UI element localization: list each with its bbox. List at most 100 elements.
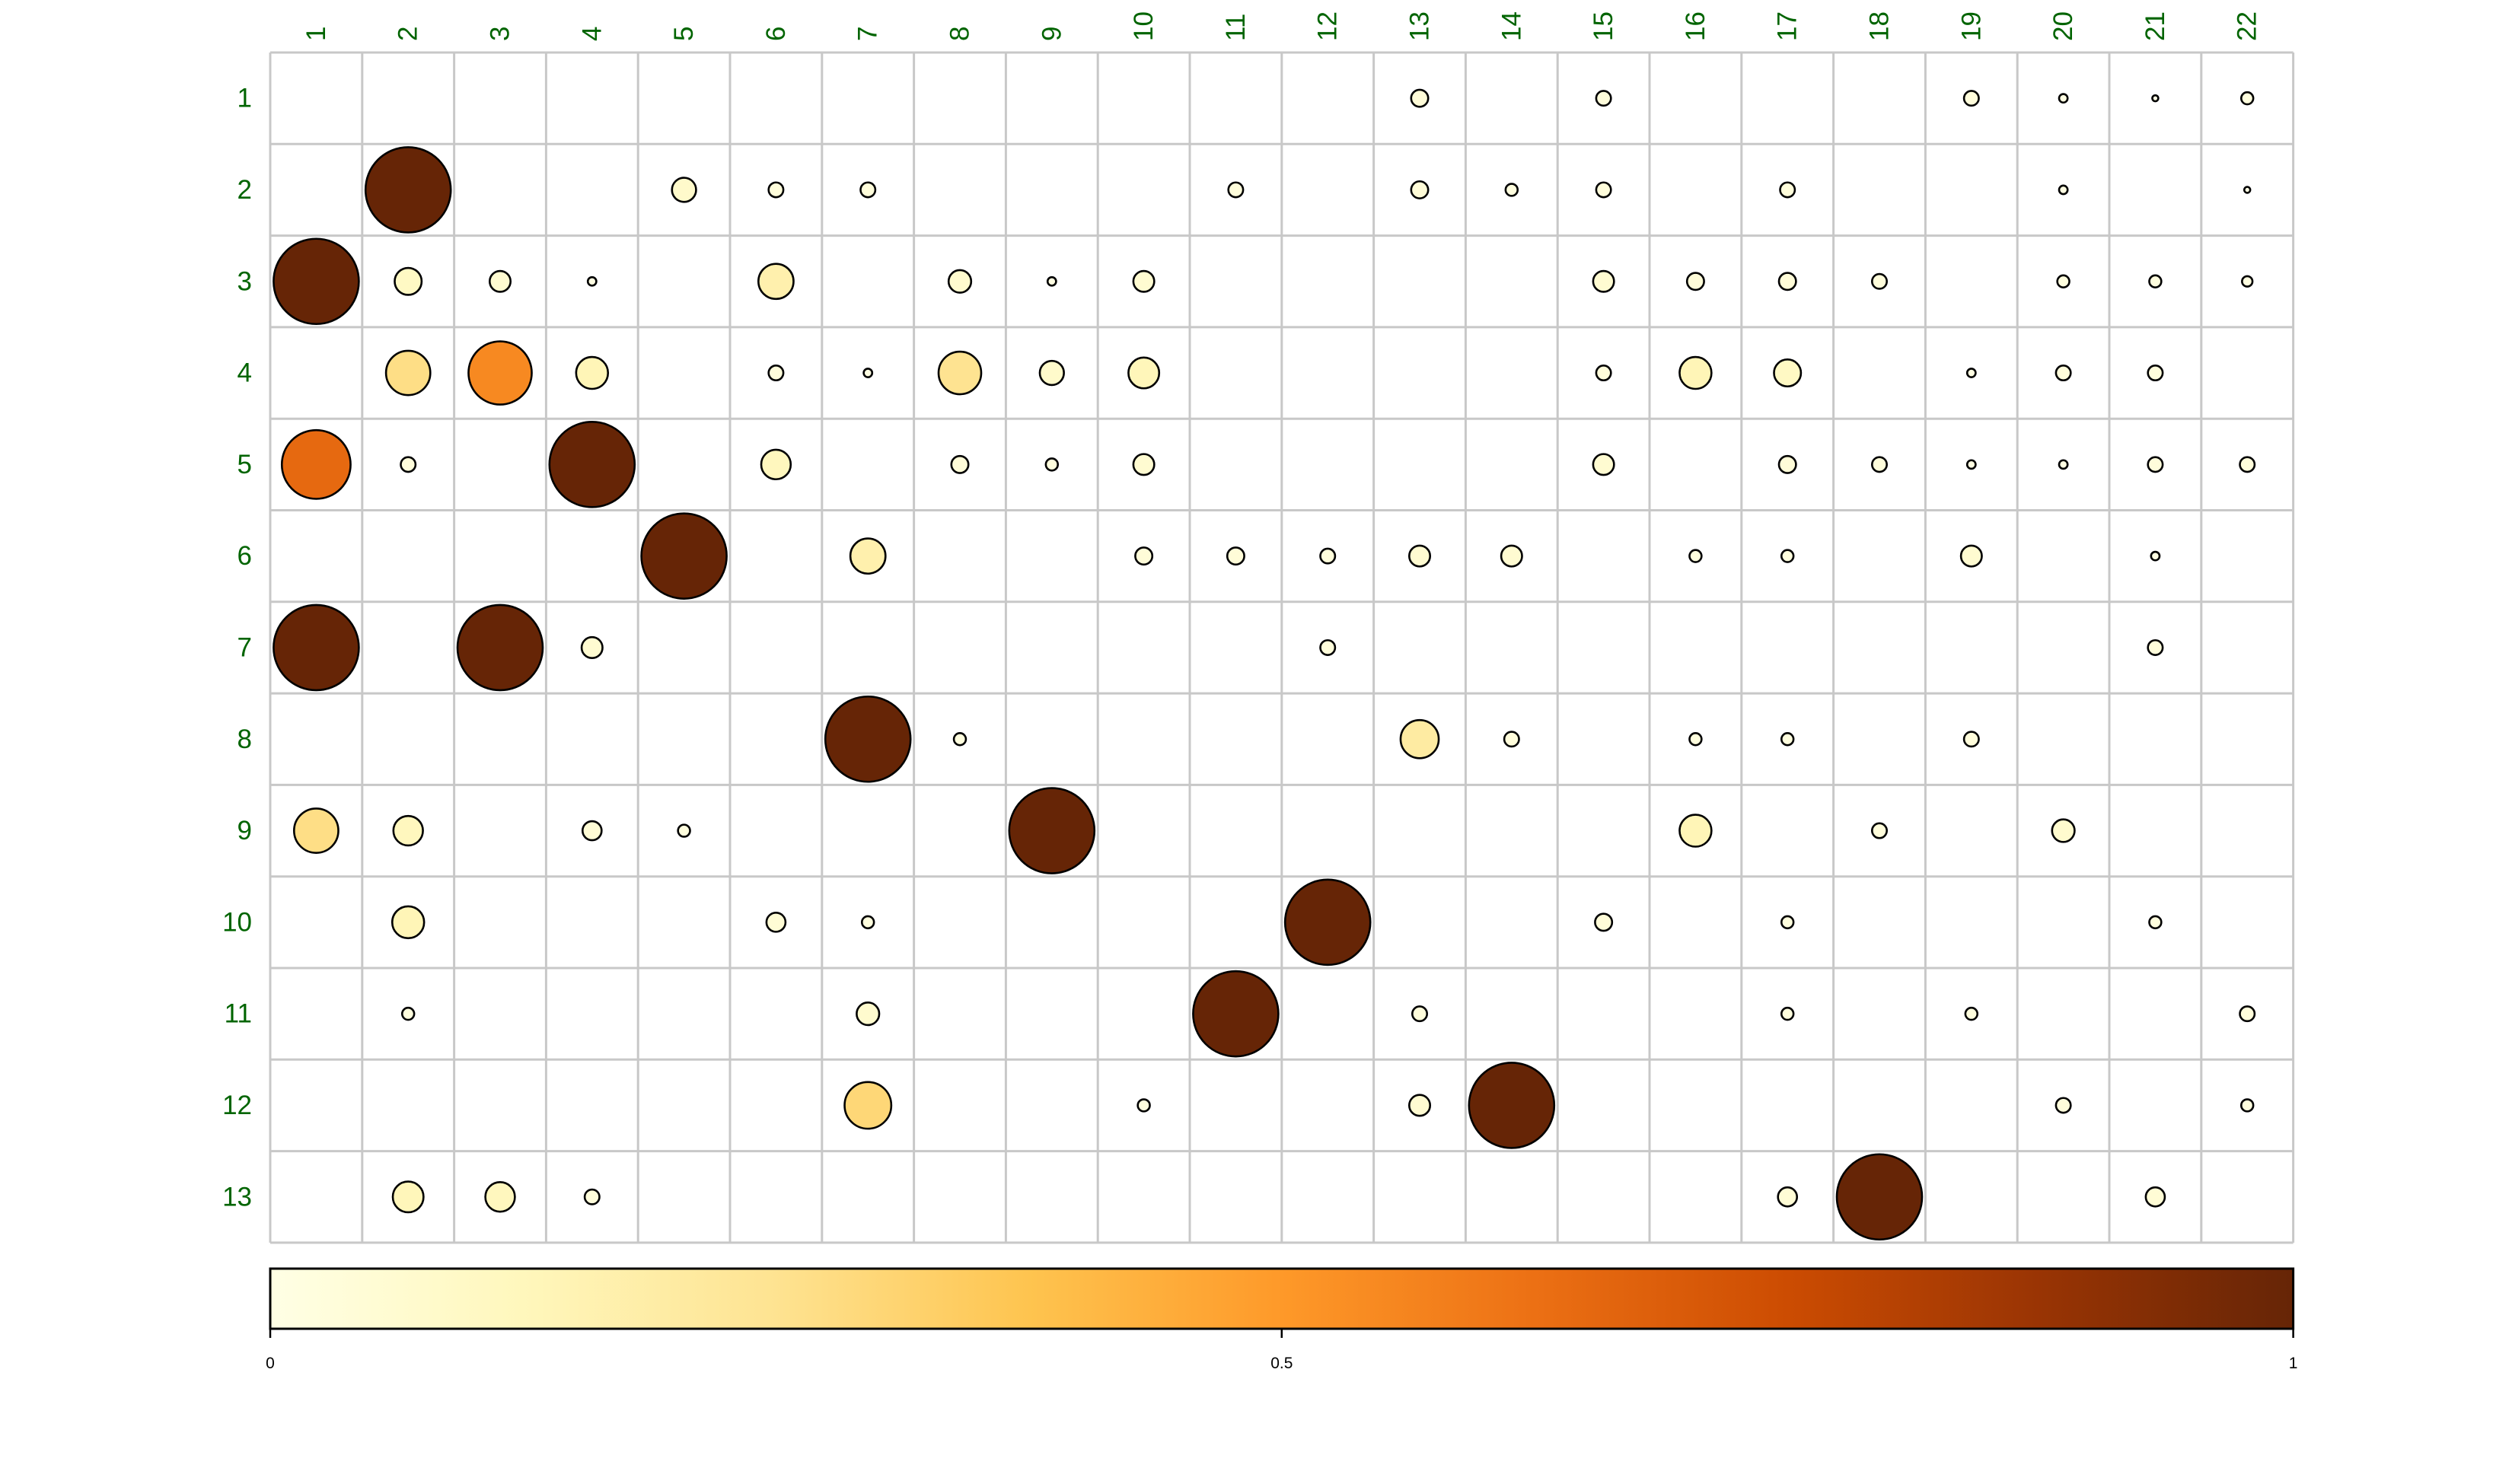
row-label-7: 7 (237, 632, 252, 662)
bubble-r5-c20 (2058, 459, 2069, 470)
bubble-r3-c22 (2241, 275, 2254, 288)
bubble-r3-c6 (757, 263, 795, 301)
bubble-r6-c11 (1226, 546, 1245, 566)
row-label-13: 13 (222, 1182, 252, 1212)
bubble-r6-c10 (1134, 546, 1154, 566)
bubble-r4-c10 (1127, 356, 1161, 390)
bubble-r5-c1 (280, 428, 352, 500)
column-label-14: 14 (1497, 11, 1526, 41)
bubble-r6-c5 (640, 512, 728, 600)
bubble-r10-c7 (860, 915, 875, 930)
bubble-r8-c19 (1962, 731, 1980, 748)
bubble-r2-c11 (1227, 181, 1245, 199)
bubble-r10-c17 (1780, 915, 1795, 930)
column-label-17: 17 (1773, 11, 1803, 41)
row-label-10: 10 (222, 907, 252, 937)
bubble-r10-c15 (1594, 912, 1614, 932)
bubble-r5-c4 (548, 421, 636, 508)
bubble-r1-c20 (2058, 93, 2069, 104)
bubble-r13-c2 (391, 1180, 425, 1214)
colorbar-ticks: 0 0.5 1 (266, 1329, 2297, 1372)
bubble-r8-c7 (824, 695, 912, 783)
bubble-r12-c22 (2239, 1098, 2255, 1113)
column-label-2: 2 (394, 27, 423, 41)
bubble-r13-c18 (1835, 1153, 1924, 1241)
row-label-12: 12 (222, 1091, 252, 1120)
column-label-16: 16 (1681, 11, 1710, 41)
bubble-r11-c11 (1192, 970, 1280, 1058)
bubble-r8-c16 (1688, 732, 1703, 747)
bubble-r1-c13 (1410, 88, 1430, 108)
bubble-r1-c19 (1962, 90, 1980, 107)
bubble-r3-c20 (2056, 274, 2070, 288)
row-label-6: 6 (237, 541, 252, 571)
bubble-r12-c20 (2055, 1097, 2072, 1114)
column-label-18: 18 (1865, 11, 1895, 41)
bubble-r4-c9 (1038, 359, 1065, 387)
bubble-r4-c2 (384, 349, 432, 396)
bubble-r1-c21 (2151, 94, 2160, 103)
column-labels: 1 2 3 4 5 6 7 8 9 10 11 12 13 14 15 16 17 18 19 20 21 22 (301, 11, 2262, 41)
bubble-r1-c15 (1595, 90, 1612, 107)
bubble-r10-c2 (391, 905, 426, 940)
column-label-1: 1 (301, 27, 331, 41)
column-label-15: 15 (1589, 11, 1618, 41)
bubble-r12-c13 (1407, 1094, 1432, 1117)
bubble-r8-c14 (1503, 731, 1520, 748)
bubble-r7-c21 (2147, 639, 2164, 656)
bubble-r9-c18 (1871, 822, 1889, 839)
bubble-r4-c3 (467, 340, 533, 406)
bubble-r3-c3 (488, 269, 512, 293)
bubble-r10-c12 (1283, 878, 1372, 967)
row-label-1: 1 (237, 84, 252, 113)
column-label-10: 10 (1129, 11, 1159, 41)
bubble-r6-c21 (2150, 550, 2161, 562)
bubble-r6-c7 (849, 537, 887, 575)
bubble-r11-c19 (1964, 1006, 1979, 1021)
bubble-r10-c6 (765, 912, 787, 933)
bubble-r8-c13 (1399, 718, 1440, 760)
column-label-13: 13 (1405, 11, 1435, 41)
column-label-12: 12 (1313, 11, 1343, 41)
bubble-r9-c1 (292, 807, 340, 854)
bubble-r2-c15 (1595, 181, 1612, 199)
bubble-r2-c13 (1410, 180, 1430, 199)
bubble-r4-c19 (1965, 368, 1977, 378)
bubble-r13-c21 (2144, 1186, 2166, 1208)
bubble-r5-c17 (1777, 454, 1797, 474)
bubble-r3-c15 (1592, 269, 1615, 293)
colorbar-tick-label: 0.5 (1270, 1355, 1293, 1372)
bubble-r2-c14 (1504, 183, 1519, 197)
colorbar: 0 0.5 1 (266, 1267, 2297, 1372)
bubble-r12-c7 (843, 1081, 893, 1130)
column-label-4: 4 (577, 27, 607, 41)
bubble-r9-c16 (1678, 814, 1713, 848)
bubble-r4-c15 (1595, 365, 1612, 382)
bubble-r6-c17 (1780, 549, 1795, 563)
bubble-r4-c16 (1678, 355, 1713, 390)
column-label-21: 21 (2141, 11, 2170, 41)
bubble-r9-c9 (1008, 787, 1096, 874)
bubble-r2-c6 (767, 181, 785, 199)
bubble-r6-c14 (1500, 544, 1523, 568)
column-label-22: 22 (2233, 11, 2262, 41)
bubble-r5-c19 (1965, 459, 1977, 470)
bubble-r13-c3 (484, 1181, 516, 1213)
bubble-r12-c10 (1136, 1098, 1151, 1113)
column-label-20: 20 (2048, 11, 2078, 41)
bubble-r3-c8 (947, 269, 973, 294)
bubble-r2-c20 (2058, 184, 2069, 196)
bubble-r10-c21 (2148, 915, 2163, 930)
column-label-5: 5 (669, 27, 699, 41)
column-label-3: 3 (486, 27, 515, 41)
row-label-5: 5 (237, 450, 252, 479)
bubble-r5-c22 (2239, 456, 2256, 473)
bubble-r2-c7 (859, 181, 877, 199)
bubble-r3-c18 (1871, 272, 1889, 290)
column-label-11: 11 (1221, 14, 1251, 41)
bubble-r6-c13 (1407, 544, 1432, 568)
bubble-r7-c12 (1319, 639, 1337, 656)
bubble-r3-c21 (2148, 274, 2163, 288)
